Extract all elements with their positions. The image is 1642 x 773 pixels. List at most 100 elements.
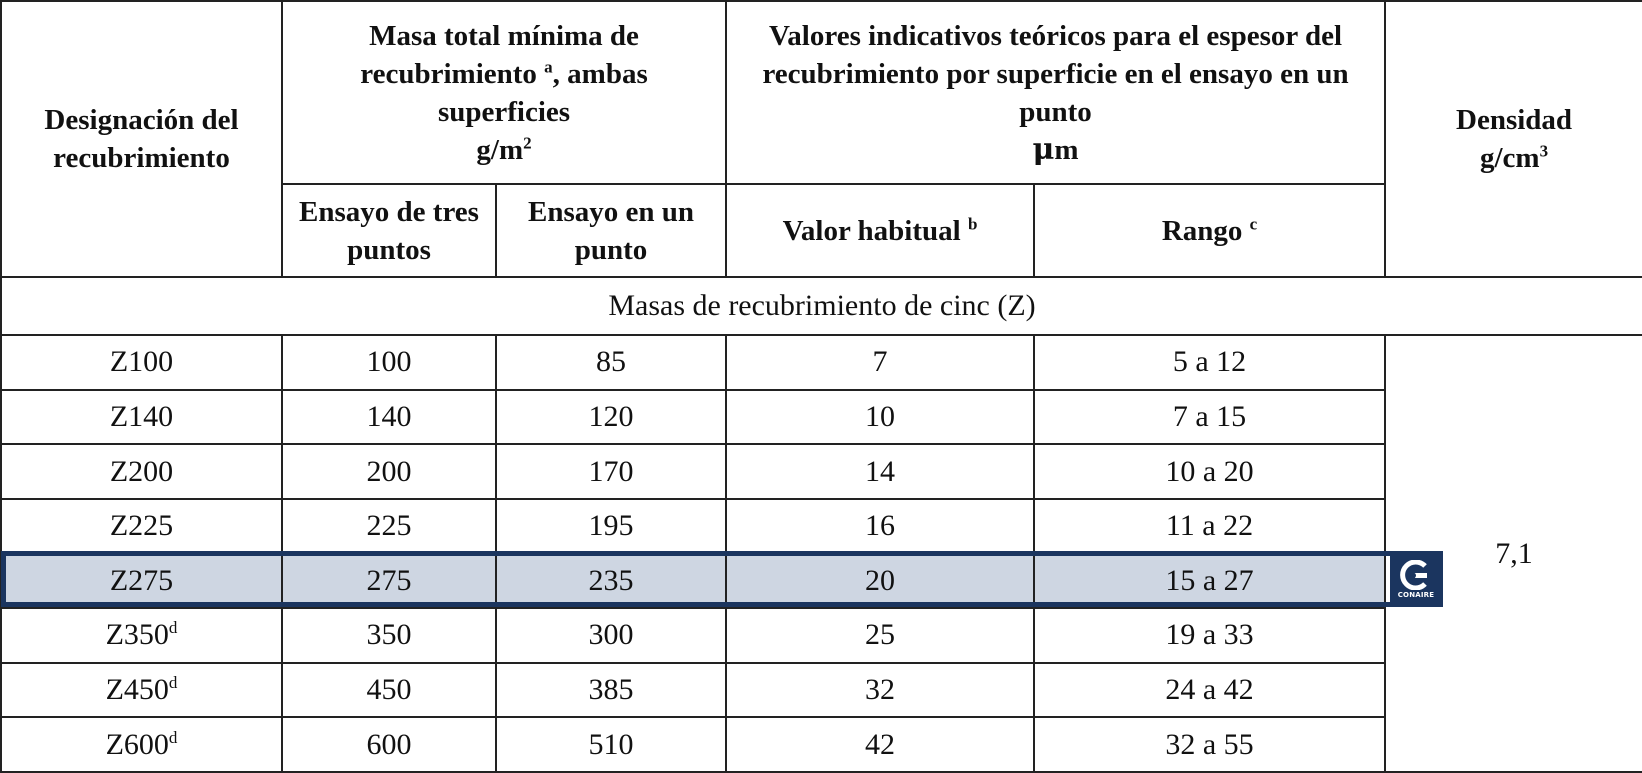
designation-cell-text: Z200 xyxy=(109,454,174,488)
one-point-cell: 170 xyxy=(494,443,728,500)
one-point-cell: 235 xyxy=(494,552,728,610)
three-point-cell-text: 600 xyxy=(366,727,412,761)
designation-footnote: d xyxy=(168,727,178,747)
three-point-cell-text: 450 xyxy=(366,673,412,707)
usual-value-cell: 16 xyxy=(725,497,1036,555)
header-designation: Designación del recubrimiento xyxy=(0,0,283,279)
usual-value-cell-text: 10 xyxy=(865,400,896,433)
three-point-cell: 600 xyxy=(281,716,497,773)
section-title: Masas de recubrimiento de cinc (Z) xyxy=(0,276,1642,337)
range-cell-text: 15 a 27 xyxy=(1165,563,1254,597)
three-point-cell: 450 xyxy=(281,661,497,719)
designation-cell-text: Z225 xyxy=(109,509,174,543)
header-usual-value: Valor habitual b xyxy=(725,183,1036,279)
range-cell: 11 a 22 xyxy=(1033,497,1387,555)
one-point-cell-text: 385 xyxy=(588,673,634,707)
designation-cell: Z350d xyxy=(0,607,283,664)
range-cell: 5 a 12 xyxy=(1033,334,1387,391)
three-point-cell: 275 xyxy=(281,552,497,610)
usual-value-cell-text: 20 xyxy=(865,563,896,597)
conaire-logo: CONAIRE xyxy=(1390,551,1442,607)
header-one-point: Ensayo en un punto xyxy=(494,183,728,279)
range-cell-text: 24 a 42 xyxy=(1165,673,1254,707)
designation-cell: Z600d xyxy=(0,716,283,773)
three-point-cell: 100 xyxy=(281,334,497,391)
range-cell: 24 a 42 xyxy=(1033,661,1387,719)
range-cell-text: 7 a 15 xyxy=(1172,400,1247,433)
one-point-cell-text: 195 xyxy=(588,509,634,543)
designation-cell: Z140 xyxy=(0,388,283,446)
range-cell: 10 a 20 xyxy=(1033,443,1387,500)
usual-value-cell: 7 xyxy=(725,334,1036,391)
header-row-2: Ensayo de tres puntos Ensayo en un punto… xyxy=(1,183,1642,279)
one-point-cell: 300 xyxy=(494,607,728,664)
one-point-cell-text: 170 xyxy=(588,454,634,488)
range-cell: 15 a 27 xyxy=(1033,552,1387,610)
range-cell-text: 10 a 20 xyxy=(1165,454,1254,488)
designation-footnote: d xyxy=(168,673,178,693)
three-point-cell-text: 225 xyxy=(366,509,412,543)
range-cell: 19 a 33 xyxy=(1033,607,1387,664)
one-point-cell: 85 xyxy=(494,334,728,391)
usual-value-cell: 10 xyxy=(725,388,1036,446)
one-point-cell-text: 300 xyxy=(588,618,634,652)
three-point-cell: 225 xyxy=(281,497,497,555)
three-point-cell-text: 350 xyxy=(366,618,412,652)
one-point-cell: 120 xyxy=(494,388,728,446)
one-point-cell-text: 510 xyxy=(588,727,634,761)
usual-value-cell: 42 xyxy=(725,716,1036,773)
usual-value-cell-text: 42 xyxy=(865,727,896,761)
designation-cell-text: Z450 xyxy=(105,673,169,707)
table-row: Z225 225 195 16 11 a 22 xyxy=(0,497,1642,555)
table-row: Z200 200 170 14 10 a 20 xyxy=(0,443,1642,500)
usual-value-cell-text: 7 xyxy=(872,345,888,379)
designation-footnote: d xyxy=(168,618,178,638)
designation-cell-text: Z350 xyxy=(105,618,169,652)
header-thickness: Valores indicativos teóricos para el esp… xyxy=(725,0,1387,186)
table-row: Z600d 600 510 42 32 a 55 xyxy=(0,716,1642,773)
one-point-cell-text: 235 xyxy=(588,563,634,597)
range-cell: 32 a 55 xyxy=(1033,716,1387,773)
conaire-logo-icon xyxy=(1400,559,1427,590)
table-row: Z140 140 120 10 7 a 15 xyxy=(0,388,1642,446)
designation-cell-text: Z140 xyxy=(109,400,174,433)
conaire-logo-text: CONAIRE xyxy=(1397,590,1435,599)
three-point-cell-text: 140 xyxy=(366,400,412,433)
range-cell: 7 a 15 xyxy=(1033,388,1387,446)
header-min-mass: Masa total mínima de recubrimiento a, am… xyxy=(280,0,728,186)
three-point-cell-text: 200 xyxy=(366,454,412,488)
one-point-cell: 510 xyxy=(494,716,728,773)
designation-cell: Z100 xyxy=(0,334,283,391)
header-row-1: Designación del recubrimiento Masa total… xyxy=(0,0,1642,279)
usual-value-cell: 20 xyxy=(725,552,1036,610)
usual-value-cell-text: 32 xyxy=(865,673,896,707)
designation-cell: Z450d xyxy=(0,661,283,719)
three-point-cell: 200 xyxy=(281,443,497,500)
section-row: Masas de recubrimiento de cinc (Z) xyxy=(0,276,1642,337)
designation-cell: Z225 xyxy=(0,497,283,555)
usual-value-cell: 14 xyxy=(725,443,1036,500)
designation-cell-text: Z600 xyxy=(105,727,169,761)
designation-cell: Z275 xyxy=(0,552,283,610)
usual-value-cell-text: 25 xyxy=(865,618,896,652)
range-cell-text: 32 a 55 xyxy=(1165,727,1254,761)
header-three-point: Ensayo de tres puntos xyxy=(281,183,497,279)
table-row: Z100 100 85 7 5 a 12 7,1 xyxy=(0,334,1642,773)
three-point-cell: 140 xyxy=(281,388,497,446)
header-density: Densidad g/cm3 xyxy=(1384,0,1642,279)
one-point-cell: 385 xyxy=(494,661,728,719)
table-body: Z100 100 85 7 5 a 12 7,1 Z140 140 120 10 7 a 15 Z20… xyxy=(0,334,1642,773)
usual-value-cell: 32 xyxy=(725,661,1036,719)
usual-value-cell-text: 14 xyxy=(865,454,896,488)
table-row: Z275 275 235 20 15 a 27 xyxy=(0,552,1642,610)
one-point-cell-text: 85 xyxy=(596,345,626,379)
range-cell-text: 5 a 12 xyxy=(1172,345,1247,379)
designation-cell-text: Z100 xyxy=(109,345,174,379)
three-point-cell-text: 100 xyxy=(366,345,412,379)
designation-cell: Z200 xyxy=(0,443,283,500)
usual-value-cell-text: 16 xyxy=(865,509,896,543)
header-range: Rango c xyxy=(1033,183,1387,279)
one-point-cell: 195 xyxy=(494,497,728,555)
three-point-cell-text: 275 xyxy=(366,563,412,597)
